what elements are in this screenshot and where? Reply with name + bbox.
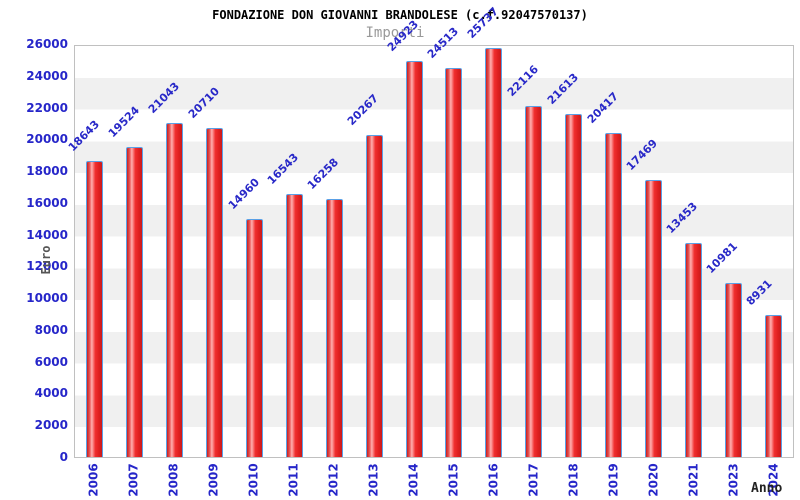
x-tick-label: 2020: [647, 462, 661, 497]
y-tick-label: 24000: [26, 68, 68, 83]
bar: [684, 243, 702, 457]
y-tick-label: 0: [59, 450, 68, 464]
x-tick-cell: 2020: [634, 459, 674, 500]
bar: [206, 128, 224, 457]
y-tick-label: 14000: [26, 227, 68, 242]
bar: [445, 67, 463, 457]
bar: [86, 160, 104, 457]
bar: [764, 315, 782, 457]
x-tick-cell: 2017: [514, 459, 554, 500]
bar-slot: 19524: [106, 46, 155, 457]
y-tick-label: 2000: [34, 418, 68, 433]
x-tick-label: 2023: [727, 462, 741, 497]
bar: [405, 61, 423, 457]
bar: [285, 194, 303, 457]
x-tick-cell: 2009: [194, 459, 234, 500]
bar-slot: 18643: [66, 46, 115, 457]
x-tick-cell: 2011: [274, 459, 314, 500]
y-tick-label: 20000: [26, 132, 68, 147]
bar: [325, 198, 343, 457]
y-tick-label: 8000: [34, 322, 68, 337]
x-tick-cell: 2023: [714, 459, 754, 500]
bars-container: 18643 19524 21043 20710 14960 16543 16258 20267…: [66, 5, 793, 457]
x-tick-cell: 2013: [354, 459, 394, 500]
x-tick-cell: 2016: [474, 459, 514, 500]
bar-slot: 10981: [704, 46, 753, 457]
chart-title: FONDAZIONE DON GIOVANNI BRANDOLESE (c.f.…: [212, 8, 588, 22]
bar-slot: 13453: [664, 46, 713, 457]
x-tick-label: 2015: [447, 462, 461, 497]
y-tick-label: 18000: [26, 164, 68, 179]
x-tick-cell: 2014: [394, 459, 434, 500]
bar: [644, 179, 662, 457]
bar: [565, 113, 583, 457]
bar-slot: 17469: [624, 46, 673, 457]
x-tick-label: 2009: [207, 462, 221, 497]
bar-slot: 24923: [385, 18, 434, 457]
x-tick-cell: 2007: [114, 459, 154, 500]
x-tick-label: 2012: [327, 462, 341, 497]
y-tick-label: 10000: [26, 291, 68, 306]
bar-slot: 8931: [744, 46, 793, 457]
bar-slot: 20267: [345, 46, 394, 457]
x-tick-label: 2011: [287, 462, 301, 497]
x-axis-tick-labels: 2006 2007 2008 2009 2010 2011 2012 2013 2014 2015…: [74, 459, 794, 500]
bar: [605, 132, 623, 457]
x-tick-cell: 2008: [154, 459, 194, 500]
bar-slot: 16258: [305, 46, 354, 457]
bar-slot: 25737: [465, 5, 514, 457]
x-tick-label: 2016: [487, 462, 501, 497]
bar-slot: 20417: [584, 46, 634, 457]
bar-slot: 16543: [265, 46, 314, 457]
bar: [246, 219, 263, 457]
y-tick-label: 16000: [26, 195, 68, 210]
plot-area: 18643 19524 21043 20710 14960 16543 16258 20267…: [66, 5, 794, 458]
bar-slot: 21613: [544, 46, 594, 457]
bar-slot: 21043: [146, 46, 195, 457]
x-tick-label: 2017: [527, 462, 541, 497]
x-tick-cell: 2019: [594, 459, 634, 500]
x-tick-label: 2006: [87, 462, 101, 497]
x-tick-label: 2010: [247, 462, 261, 497]
x-tick-cell: 2012: [314, 459, 354, 500]
y-tick-label: 22000: [26, 100, 68, 115]
y-tick-label: 26000: [26, 37, 68, 51]
y-tick-label: 12000: [26, 259, 68, 274]
y-tick-label: 4000: [34, 386, 68, 401]
bar: [166, 122, 184, 457]
x-tick-label: 2021: [687, 462, 701, 497]
bar: [485, 48, 503, 457]
y-axis-title: Euro: [39, 245, 53, 275]
x-tick-label: 2014: [407, 462, 421, 497]
x-tick-cell: 2021: [674, 459, 714, 500]
bar-slot: 20710: [185, 46, 235, 457]
bar: [126, 146, 144, 457]
bar: [365, 135, 383, 457]
x-tick-label: 2019: [607, 462, 621, 497]
y-tick-label: 6000: [34, 354, 68, 369]
x-axis-title: Anno: [751, 481, 783, 496]
x-tick-label: 2007: [127, 462, 141, 497]
bar-slot: 22116: [505, 46, 554, 457]
x-tick-label: 2013: [367, 462, 381, 497]
bar: [724, 282, 742, 457]
x-tick-cell: 2010: [234, 459, 274, 500]
y-axis-tick-labels: 26000 24000 22000 20000 18000 16000 14000 12000…: [0, 37, 68, 464]
bar-slot: 24513: [425, 24, 474, 457]
x-tick-cell: 2018: [554, 459, 594, 500]
x-tick-cell: 2006: [74, 459, 114, 500]
x-tick-label: 2008: [167, 462, 181, 497]
bar: [525, 105, 543, 457]
chart-subtitle: Importi: [365, 25, 425, 41]
bar-value-label: 18643: [65, 117, 103, 154]
bar-slot: 14960: [225, 46, 275, 457]
x-tick-label: 2018: [567, 462, 581, 497]
x-tick-cell: 2015: [434, 459, 474, 500]
